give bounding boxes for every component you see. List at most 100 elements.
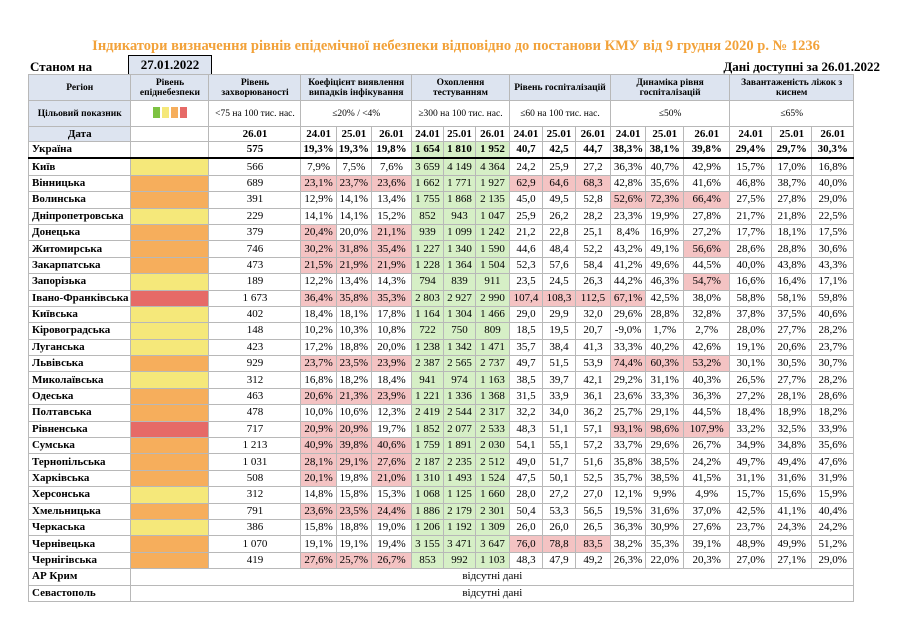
hospitalization-value: 78,8: [541, 535, 576, 553]
detection-value: 19,4%: [370, 535, 412, 553]
testing-value: 809: [474, 322, 510, 340]
testing-value: 943: [442, 207, 476, 225]
hospitalization-value: 38,4: [541, 338, 576, 357]
target-morbidity: <75 на 100 тис. нас.: [208, 100, 302, 127]
testing-value: 1 364: [442, 256, 476, 275]
testing-value: 1 310: [410, 469, 444, 488]
detection-value: 21,9%: [370, 256, 412, 275]
epidemic-level-cell: [130, 535, 210, 553]
hospitalization-value: 19,5: [541, 322, 576, 340]
hosp-dynamics-value: 19,5%: [609, 502, 647, 520]
oxygen-load-value: 17,5%: [811, 223, 855, 242]
oxygen-load-value: 30,6%: [811, 240, 855, 258]
header-hosp: Рівень госпіталізацій: [508, 74, 611, 101]
oxygen-load-value: 15,9%: [811, 486, 855, 504]
testing-value: 1 755: [410, 191, 444, 209]
hospitalization-value: 49,0: [508, 453, 543, 471]
testing-value: 2 927: [442, 289, 476, 307]
oxygen-load-value: 46,8%: [729, 174, 773, 193]
hospitalization-value: 32,2: [508, 404, 543, 422]
oxygen-load-value: 59,8%: [811, 289, 855, 307]
oxygen-load-value: 20,6%: [771, 338, 813, 357]
as-of-label: Станом на: [30, 59, 93, 74]
oxygen-load-value: 30,5%: [771, 355, 813, 373]
hosp-dynamics-value: -9,0%: [609, 322, 647, 340]
hosp-dynamics-value: 35,8%: [609, 453, 647, 471]
detection-value: 17,2%: [300, 338, 337, 357]
target-hosp: ≤60 на 100 тис. нас.: [508, 100, 611, 127]
detection-value: 24,4%: [370, 502, 412, 520]
oxygen-load-value: 27,2%: [729, 387, 773, 406]
testing-value: 911: [474, 273, 510, 291]
hospitalization-value: 29,0: [508, 305, 543, 324]
region-name: Миколаївська: [27, 371, 132, 389]
region-name: Тернопільська: [27, 453, 132, 471]
detection-value: 18,2%: [335, 371, 372, 389]
hosp-dynamics-value: 56,6%: [683, 240, 731, 258]
table-row: Житомирська 746 30,2% 31,8% 35,4% 1 227 1 340 1…: [27, 240, 855, 258]
date-morbidity: 26.01: [208, 126, 302, 142]
detection-value: 26,7%: [370, 551, 412, 570]
table-row: Луганська 423 17,2% 18,8% 20,0% 1 238 1 342 1 4…: [27, 338, 855, 357]
target-testing: ≥300 на 100 тис. нас.: [410, 100, 510, 127]
detection-value: 10,6%: [335, 404, 372, 422]
morbidity-value: 386: [208, 518, 302, 537]
region-name: Запорізька: [27, 273, 132, 291]
table-row: Херсонська 312 14,8% 15,8% 15,3% 1 068 1 125 1 …: [27, 486, 855, 504]
hospitalization-value: 76,0: [508, 535, 543, 553]
hosp-dynamics-value: 24,2%: [683, 453, 731, 471]
detection-value: 15,8%: [335, 486, 372, 504]
table-row: Рівненська 717 20,9% 20,9% 19,7% 1 852 2 077 2 …: [27, 420, 855, 439]
region-name: Івано-Франківська: [27, 289, 132, 307]
detection-value: 23,9%: [370, 387, 412, 406]
hospitalization-value: 25,9: [541, 157, 576, 176]
region-name: Сумська: [27, 437, 132, 455]
hospitalization-value: 56,5: [574, 502, 611, 520]
hosp-dynamics-value: 36,3%: [609, 157, 647, 176]
hosp-dynamics-value: 2,7%: [683, 322, 731, 340]
oxygen-load-value: 16,4%: [771, 273, 813, 291]
detection-value: 12,9%: [300, 191, 337, 209]
oxygen-load-value: 26,5%: [729, 371, 773, 389]
morbidity-value: 689: [208, 174, 302, 193]
hospitalization-value: 24,2: [508, 157, 543, 176]
testing-value: 939: [410, 223, 444, 242]
hosp-dynamics-value: 22,0%: [645, 551, 685, 570]
detection-value: 15,8%: [300, 518, 337, 537]
oxygen-load-value: 19,1%: [729, 338, 773, 357]
hospitalization-value: 27,0: [574, 486, 611, 504]
detection-value: 10,3%: [335, 322, 372, 340]
morbidity-value: 423: [208, 338, 302, 357]
oxygen-load-value: 24,3%: [771, 518, 813, 537]
detection-value: 19,3%: [335, 141, 372, 160]
oxygen-load-value: 38,7%: [771, 174, 813, 193]
epidemic-level-cell: [130, 355, 210, 373]
hosp-dynamics-value: 28,8%: [645, 305, 685, 324]
table-row: Київська 402 18,4% 18,1% 17,8% 1 164 1 304 1 46…: [27, 305, 855, 324]
testing-value: 1 163: [474, 371, 510, 389]
hosp-dynamics-value: 35,6%: [645, 174, 685, 193]
detection-value: 7,6%: [370, 157, 412, 176]
epidemic-level-cell: [130, 174, 210, 193]
table-row: Київ 566 7,9% 7,5% 7,6% 3 659 4 149 4 364 24,2 25…: [27, 157, 855, 176]
hosp-dynamics-value: 33,7%: [609, 437, 647, 455]
hosp-dynamics-value: 39,8%: [683, 141, 731, 160]
date-cell: 26.01: [474, 126, 510, 142]
hospitalization-value: 23,5: [508, 273, 543, 291]
detection-value: 18,4%: [300, 305, 337, 324]
hospitalization-value: 42,1: [574, 371, 611, 389]
detection-value: 21,1%: [370, 223, 412, 242]
detection-value: 36,4%: [300, 289, 337, 307]
detection-value: 23,1%: [300, 174, 337, 193]
hosp-dynamics-value: 41,2%: [609, 256, 647, 275]
hospitalization-value: 42,5: [541, 141, 576, 160]
testing-value: 1 660: [474, 486, 510, 504]
hospitalization-value: 52,8: [574, 191, 611, 209]
hospitalization-value: 21,2: [508, 223, 543, 242]
hospitalization-value: 39,7: [541, 371, 576, 389]
hosp-dynamics-value: 40,7%: [645, 157, 685, 176]
oxygen-load-value: 31,9%: [811, 469, 855, 488]
detection-value: 14,1%: [300, 207, 337, 225]
epidemic-level-cell: [130, 240, 210, 258]
detection-value: 39,8%: [335, 437, 372, 455]
